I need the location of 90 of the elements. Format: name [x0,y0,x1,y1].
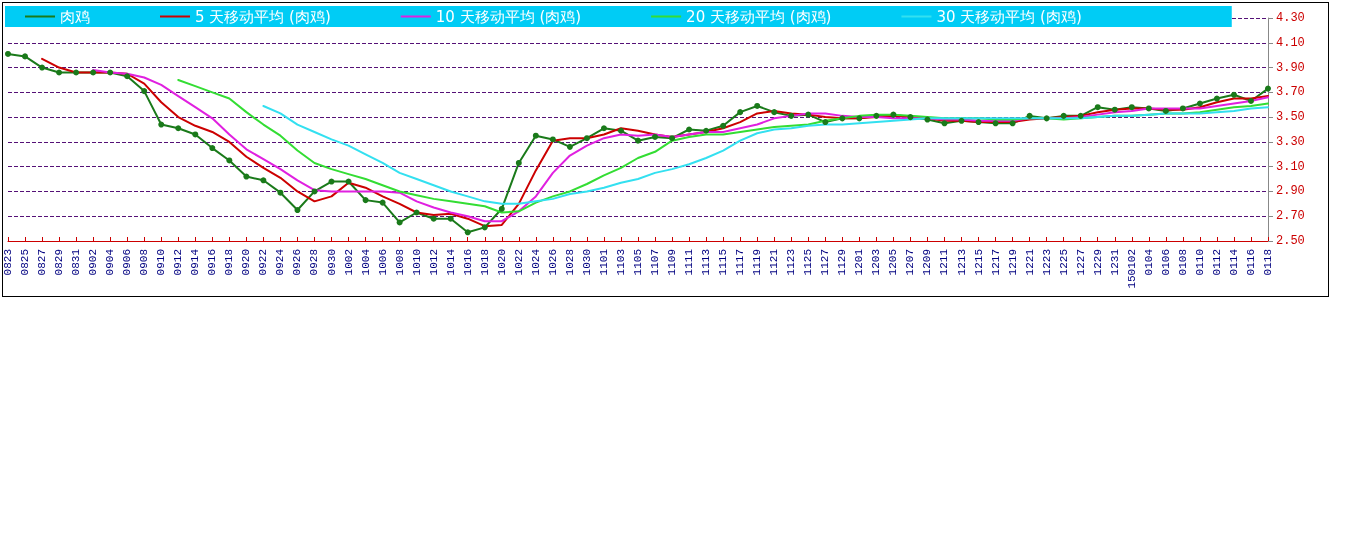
x-tick-label: 1113 [700,249,713,276]
x-tick-label: 1215 [972,249,985,276]
x-tick-label: 1012 [427,249,440,276]
x-tick-label: 0912 [172,249,185,276]
x-tick-label: 1028 [563,249,576,276]
x-tick-label: 1101 [597,248,610,276]
legend-label: 20 天移动平均 (肉鸡) [686,7,832,26]
x-tick-label: 0823 [2,249,14,276]
x-tick-label: 1223 [1040,249,1053,276]
x-tick-label: 1121 [768,248,781,276]
x-tick-label: 1111 [683,248,696,276]
y-tick-label: 3.10 [1276,159,1305,174]
x-tick-label: 0116 [1244,249,1257,276]
x-tick-label: 0114 [1227,248,1240,276]
x-tick-label: 0910 [155,249,168,276]
x-tick-label: 1022 [512,249,525,276]
x-tick-label: 0924 [274,248,287,276]
x-tick-label: 1020 [495,249,508,276]
x-tick-label: 1229 [1091,249,1104,276]
y-tick-label: 4.10 [1276,35,1305,50]
y-tick-label: 2.70 [1276,209,1305,224]
x-tick-label: 0918 [223,249,236,276]
x-tick-label: 1004 [359,248,372,276]
x-tick-label: 1105 [632,249,644,276]
x-tick-label: 0920 [240,249,253,276]
x-tick-label: 1211 [938,248,951,276]
x-tick-label: 1129 [836,249,849,276]
y-tick-label: 3.90 [1276,60,1305,75]
y-tick-label: 3.30 [1276,134,1305,149]
x-tick-label: 1117 [734,249,747,276]
x-tick-label: 1207 [904,249,917,276]
x-tick-label: 1221 [1023,248,1036,276]
x-tick-label: 1205 [887,249,900,276]
legend-label: 10 天移动平均 (肉鸡) [435,7,582,26]
x-tick-label: 0112 [1210,249,1223,276]
x-tick-label: 1123 [785,249,798,276]
x-tick-label: 1209 [921,249,934,276]
legend-label: 30 天移动平均 (肉鸡) [936,7,1082,26]
x-tick-label: 0906 [121,249,134,276]
x-tick-label: 0108 [1176,249,1189,276]
x-tick-label: 1026 [546,249,559,276]
x-tick-label: 1219 [1006,249,1019,276]
x-tick-label: 0928 [308,249,321,276]
x-tick-label: 1213 [955,249,968,276]
x-tick-label: 0827 [36,249,49,276]
x-tick-label: 1217 [989,249,1002,276]
x-tick-label: 0904 [104,248,117,276]
x-tick-label: 0926 [291,249,304,276]
x-tick-label: 1127 [819,249,832,276]
x-tick-label: 0118 [1262,249,1274,276]
x-tick-label: 1109 [666,249,679,276]
x-tick-label: 0829 [53,249,66,276]
y-tick-label: 2.90 [1276,184,1305,199]
x-tick-label: 1014 [444,248,457,276]
y-tick-label: 3.70 [1276,85,1305,100]
x-tick-label: 0106 [1159,249,1172,276]
x-tick-label: 1016 [461,249,474,276]
x-tick-label: 1030 [580,249,593,276]
x-tick-label: 1231 [1108,248,1121,276]
x-tick-label: 0916 [206,249,219,276]
x-tick-label: 0930 [325,249,338,276]
x-tick-label: 0825 [19,249,32,276]
x-tick-label: 0831 [70,248,83,276]
x-tick-label: 0908 [138,249,151,276]
y-tick-label: 3.50 [1276,110,1305,125]
y-tick-label: 2.50 [1276,234,1305,248]
x-tick-label: 0922 [257,249,270,276]
legend-label: 肉鸡 [60,7,90,26]
x-tick-label: 1018 [478,249,491,276]
x-tick-label: 1002 [342,249,355,276]
x-tick-label: 1203 [870,249,883,276]
x-tick-label: 1115 [717,249,730,276]
x-tick-label: 1125 [802,249,815,276]
x-tick-label: 1010 [410,249,423,276]
x-tick-label: 1119 [751,249,764,276]
x-tick-label: 1201 [853,248,866,276]
x-tick-label: 1225 [1057,249,1070,276]
x-tick-label: 1008 [393,249,406,276]
y-tick-label: 4.30 [1276,11,1305,25]
x-tick-label: 150102 [1125,249,1138,289]
x-tick-label: 0902 [87,249,100,276]
x-tick-label: 1103 [614,249,627,276]
x-tick-label: 1227 [1074,249,1087,276]
legend-label: 5 天移动平均 (肉鸡) [195,7,331,26]
x-tick-label: 1006 [376,249,389,276]
x-tick-label: 0110 [1193,249,1206,276]
x-tick-label: 0914 [189,248,202,276]
x-tick-label: 1107 [649,249,662,276]
x-tick-label: 1024 [529,248,542,276]
x-tick-label: 0104 [1142,248,1155,276]
